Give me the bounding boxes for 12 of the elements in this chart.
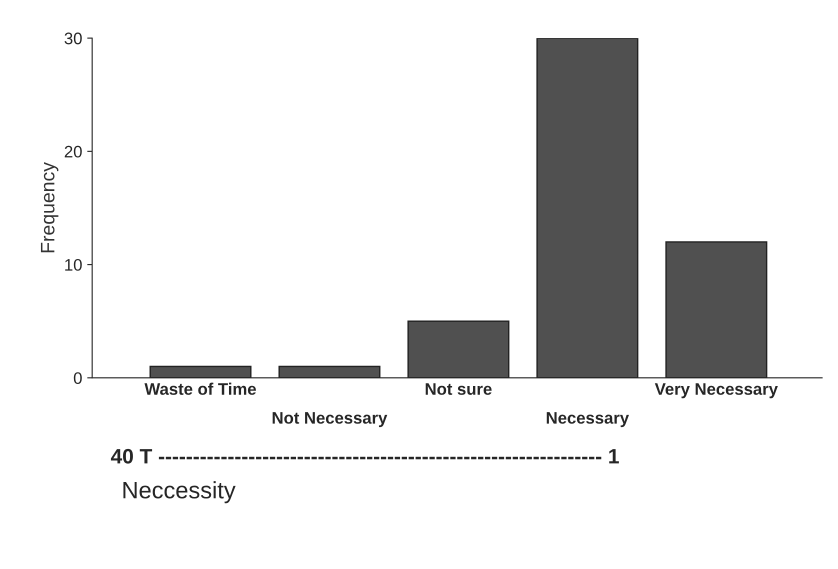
y-tick-label: 10 <box>65 258 82 271</box>
x-tick-label: Not Necessary <box>272 412 388 428</box>
y-tick-label: 0 <box>74 372 82 384</box>
text: 40 T ---------------------------------------------------------------- 1 <box>110 448 619 464</box>
y-axis-title: Frequency <box>40 162 58 252</box>
x-tick-label: Very Necessary <box>654 383 778 398</box>
x-tick-label: Not sure <box>426 383 492 395</box>
text: Neccessity <box>123 481 236 504</box>
y-tick-label: 30 <box>64 32 82 44</box>
x-tick-label: Necessary <box>546 412 629 428</box>
y-tick-label: 20 <box>64 146 82 158</box>
x-tick-label: Waste of Time <box>144 382 256 395</box>
